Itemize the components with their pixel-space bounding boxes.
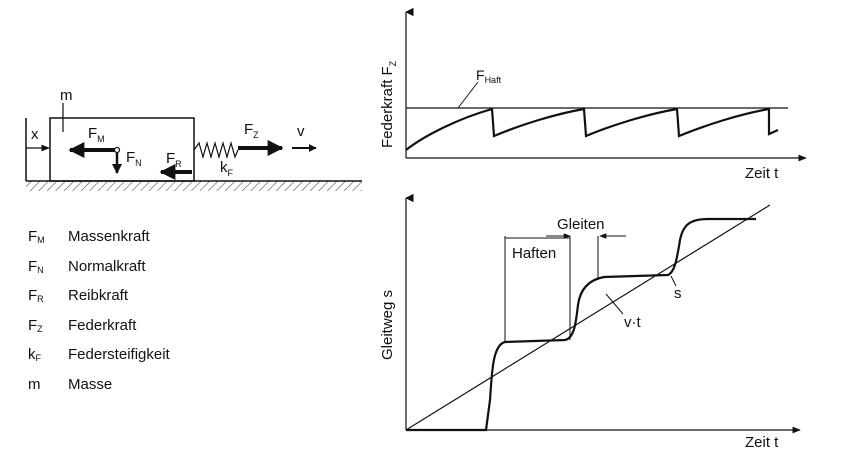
reibkraft-label: FR <box>166 150 182 169</box>
legend-text: Federsteifigkeit <box>68 346 170 363</box>
friction-mechanism: x m FM FN FR kF FZ v <box>25 87 362 191</box>
legend-symbol-main: F <box>28 257 38 275</box>
legend-row-normalkraft: FN Normalkraft <box>28 258 258 288</box>
legend-symbol-sub: M <box>37 235 45 245</box>
legend-text: Masse <box>68 375 113 393</box>
legend-text: Normalkraft <box>68 257 146 275</box>
sliding-distance-curve <box>406 217 756 432</box>
legend-symbol: FN <box>28 258 64 275</box>
legend-symbol: FM <box>28 228 64 245</box>
legend-symbol: FR <box>28 287 64 304</box>
ground-hatch <box>26 181 362 191</box>
legend-row-masse: m Masse <box>28 376 258 406</box>
legend-text: Federkraft <box>68 316 137 334</box>
force-origin-point <box>113 146 121 154</box>
velocity-label: v <box>297 123 305 140</box>
s-label: s <box>674 285 682 302</box>
federkraft-label: FZ <box>244 121 259 140</box>
bottom-x-axis-label: Zeit t <box>745 434 779 451</box>
spring-force-chart: FHaft Zeit t Federkraft FZ <box>379 7 807 182</box>
top-y-axis-label: Federkraft FZ <box>379 60 398 148</box>
legend-symbol: m <box>28 376 64 393</box>
legend-text: Reibkraft <box>68 287 129 304</box>
legend-row-reibkraft: FR Reibkraft <box>28 287 258 317</box>
top-x-axis-label: Zeit t <box>745 165 779 182</box>
normalkraft-label: FN <box>126 149 142 168</box>
federsteifigkeit-label: kF <box>220 159 234 178</box>
legend-row-federsteifigkeit: kF Federsteifigkeit <box>28 346 258 376</box>
bottom-y-axis-label: Gleitweg s <box>379 290 396 360</box>
sliding-distance-chart: Haften Gleiten v·t s Zeit t Gleitweg s <box>379 193 801 451</box>
legend-symbol-sub: R <box>37 294 44 304</box>
vt-reference-line <box>405 204 771 431</box>
legend-symbol-sub: F <box>35 353 42 363</box>
legend-symbol: FZ <box>28 317 64 334</box>
position-label: x <box>31 126 39 143</box>
legend-symbol-main: F <box>28 287 38 304</box>
legend-symbol-main: F <box>28 228 38 245</box>
s-leader-line <box>670 275 677 287</box>
legend-symbol: kF <box>28 346 64 363</box>
legend-row-federkraft: FZ Federkraft <box>28 317 258 347</box>
haften-label: Haften <box>512 245 556 262</box>
vt-label: v·t <box>624 314 641 331</box>
legend-text: Massenkraft <box>68 228 150 245</box>
haft-label: FHaft <box>476 67 502 85</box>
massenkraft-label: FM <box>88 125 105 144</box>
legend-symbol-main: m <box>28 375 41 393</box>
legend-symbol-sub: N <box>37 264 44 275</box>
spring-force-curve <box>405 107 779 151</box>
spring <box>193 140 239 160</box>
haft-leader-line <box>457 81 479 109</box>
mass-label: m <box>60 87 73 104</box>
legend-symbol-sub: Z <box>37 323 43 334</box>
legend-symbol-main: k <box>28 346 36 363</box>
gleiten-label: Gleiten <box>557 216 605 233</box>
legend-symbol-main: F <box>28 316 38 334</box>
vt-leader-line <box>605 293 624 315</box>
legend-row-massenkraft: FM Massenkraft <box>28 228 258 258</box>
symbol-legend: FM Massenkraft FN Normalkraft FR Reibkra… <box>28 228 258 405</box>
